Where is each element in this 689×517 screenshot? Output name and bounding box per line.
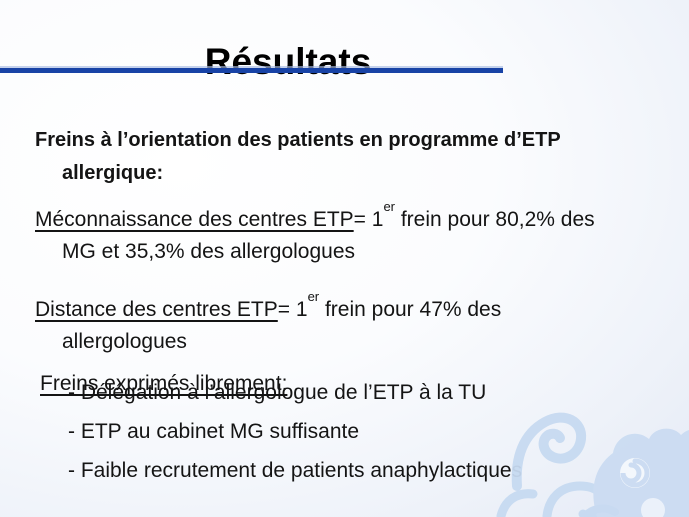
paragraph-freins-libres: Freins exprimés librement: [40,368,675,400]
paragraph-distance: Distance des centres ETP= 1er frein pour… [35,288,670,358]
paragraph-meconnaissance: Méconnaissance des centres ETP= 1er frei… [35,198,670,268]
slide-title: Résultats [204,40,372,82]
heading-freins-orientation: Freins à l’orientation des patients en p… [35,124,670,190]
distance-equals: = 1 [277,298,308,321]
free-expression-list: - Délégation à l’allergologue de l’ETP à… [68,377,668,494]
list-item: - ETP au cabinet MG suffisante [68,420,360,443]
meconnaissance-equals: = 1 [353,208,384,231]
list-item: - Faible recrutement de patients anaphyl… [68,459,523,482]
distance-line2: allergologues [62,330,187,353]
meconnaissance-rest: frein pour 80,2% des [395,208,595,231]
heading-line1: Freins à l’orientation des patients en p… [35,129,561,151]
freins-libres-label: Freins exprimés librement: [40,372,288,395]
title-accent-rule [0,68,503,73]
meconnaissance-line2: MG et 35,3% des allergologues [62,240,356,263]
list-item: - Délégation à l’allergologue de l’ETP à… [68,381,487,404]
distance-underlined: Distance des centres ETP [35,298,278,321]
meconnaissance-superscript: er [383,199,396,214]
heading-line2: allergique: [62,162,164,184]
distance-rest: frein pour 47% des [319,298,502,321]
distance-superscript: er [307,289,320,304]
meconnaissance-underlined: Méconnaissance des centres ETP [35,208,354,231]
